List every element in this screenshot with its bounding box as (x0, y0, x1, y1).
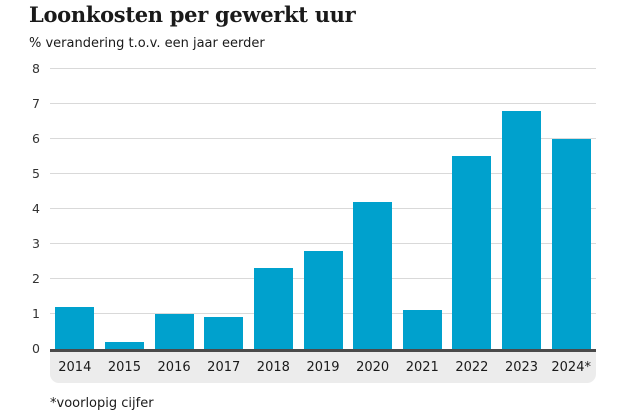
y-tick-label-6: 6 (32, 130, 40, 146)
chart-title: Loonkosten per gewerkt uur (29, 2, 356, 27)
x-tick-label-2020: 2020 (356, 360, 390, 375)
x-tick-label-2021: 2021 (405, 360, 439, 375)
x-tick-label-2022: 2022 (455, 360, 489, 375)
gridline-7 (50, 103, 596, 105)
bar-2023 (502, 110, 542, 349)
y-tick-label-3: 3 (32, 235, 40, 251)
bar-2024 (551, 138, 591, 349)
y-tick-label-5: 5 (32, 165, 40, 181)
gridline-6 (50, 138, 596, 140)
bar-2016 (154, 313, 194, 349)
x-tick-label-2018: 2018 (256, 360, 290, 375)
x-tick-label-2024: 2024* (551, 360, 591, 375)
y-tick-label-8: 8 (32, 60, 40, 76)
footnote: *voorlopig cijfer (50, 396, 154, 411)
y-tick-label-7: 7 (32, 95, 40, 111)
x-tick-label-2017: 2017 (207, 360, 241, 375)
x-tick-label-2019: 2019 (306, 360, 340, 375)
x-axis-line (50, 349, 596, 352)
y-tick-label-1: 1 (32, 305, 40, 321)
bar-2018 (253, 268, 293, 349)
y-tick-label-2: 2 (32, 270, 40, 286)
y-tick-label-0: 0 (32, 341, 40, 356)
gridline-5 (50, 173, 596, 175)
bar-2019 (303, 250, 343, 349)
bar-2017 (204, 317, 244, 349)
x-tick-label-2016: 2016 (157, 360, 191, 375)
x-axis-band (50, 352, 596, 383)
y-tick-label-4: 4 (32, 200, 40, 216)
bar-2020 (353, 201, 393, 349)
x-tick-label-2014: 2014 (58, 360, 92, 375)
x-tick-label-2023: 2023 (504, 360, 539, 375)
gridline-4 (50, 208, 596, 210)
bar-2015 (104, 341, 144, 349)
bar-2022 (452, 156, 492, 349)
gridline-3 (50, 243, 596, 245)
chart-subtitle: % verandering t.o.v. een jaar eerder (29, 36, 265, 51)
bar-2021 (402, 310, 442, 349)
x-tick-label-2015: 2015 (107, 360, 141, 375)
gridline-8 (50, 68, 596, 70)
bar-2014 (55, 306, 95, 349)
